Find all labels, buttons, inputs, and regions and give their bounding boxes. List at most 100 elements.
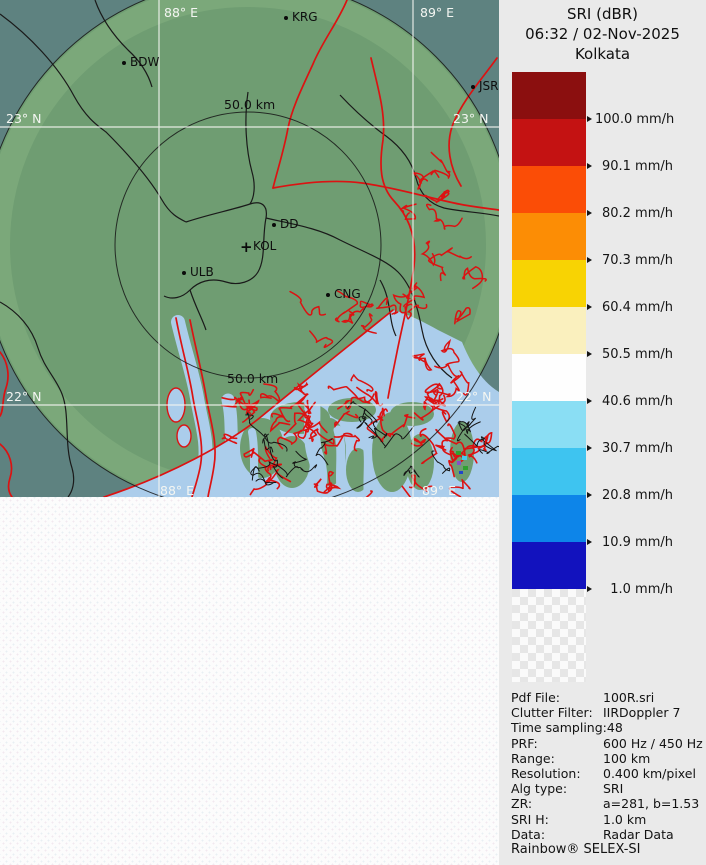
delta-river-squiggles	[220, 151, 499, 497]
metadata-value: 48	[606, 720, 623, 736]
city-label: BDW	[130, 55, 160, 69]
graticule-label: 22° N	[456, 389, 492, 404]
city-marker-jsr: JSR	[471, 80, 499, 92]
legend-transparent-checker	[512, 589, 586, 682]
legend-segment	[512, 72, 586, 119]
legend-label-row: 80.2 mm/h	[587, 204, 673, 222]
radar-map: 88° E 89° E 23° N 23° N 22° N 22° N 88° E 89° E…	[0, 0, 499, 497]
product-title: SRI (dBR)	[566, 5, 639, 23]
legend-label: 20.8 mm/h	[601, 487, 673, 503]
legend-label: 90.1 mm/h	[601, 158, 673, 174]
legend-label: 40.6 mm/h	[601, 393, 673, 409]
metadata-key: Clutter Filter:	[511, 705, 593, 721]
legend-label-row: 60.4 mm/h	[587, 298, 673, 316]
scan-datetime: 06:32 / 02-Nov-2025	[525, 25, 680, 43]
metadata-value: 100R.sri	[603, 690, 655, 705]
city-dot-icon	[272, 222, 276, 227]
metadata-row: ZR: a=281, b=1.53	[511, 796, 703, 811]
metadata-row: Alg type: SRI	[511, 781, 703, 796]
district-borders	[0, 0, 499, 497]
city-dot-icon	[122, 60, 126, 65]
legend-tick-arrow-icon	[587, 445, 592, 451]
city-marker-krg: KRG	[284, 11, 318, 23]
legend-label: 80.2 mm/h	[601, 205, 673, 221]
graticule-label: 23° N	[6, 111, 42, 126]
city-dot-icon	[471, 84, 475, 89]
metadata-row: Clutter Filter: IIRDoppler 7	[511, 705, 703, 720]
no-data-area	[0, 497, 499, 865]
legend-tick-arrow-icon	[587, 586, 592, 592]
legend-segment	[512, 213, 586, 260]
metadata-key: Pdf File:	[511, 690, 560, 705]
radar-site-cross-icon	[240, 242, 251, 252]
legend-label-row: 10.9 mm/h	[587, 533, 673, 551]
legend-segment	[512, 401, 586, 448]
graticule	[0, 0, 499, 497]
metadata-row: Range: 100 km	[511, 751, 703, 766]
range-ring-label: 50.0 km	[227, 371, 279, 386]
graticule-label: 23° N	[453, 111, 489, 126]
legend-label-row: 100.0 mm/h	[587, 110, 675, 128]
hooghly-river	[171, 315, 213, 497]
graticule-label: 88° E	[164, 5, 199, 20]
metadata-row: Resolution: 0.400 km/pixel	[511, 766, 703, 781]
graticule-label: 89° E	[420, 5, 455, 20]
legend-segment	[512, 542, 586, 589]
metadata-key: Resolution:	[511, 766, 581, 782]
city-marker-bdw: BDW	[122, 56, 159, 68]
metadata-key: SRI H:	[511, 811, 549, 827]
legend-segment	[512, 119, 586, 166]
metadata-value: 100 km	[603, 750, 651, 766]
city-label: DD	[280, 217, 299, 231]
metadata-key: PRF:	[511, 735, 538, 751]
legend-label-row: 90.1 mm/h	[587, 157, 673, 175]
legend-segment	[512, 166, 586, 213]
metadata-row: PRF: 600 Hz / 450 Hz	[511, 736, 703, 751]
legend-label-row: 70.3 mm/h	[587, 251, 673, 269]
metadata-value: SRI	[603, 781, 624, 797]
city-label: CNG	[334, 287, 361, 301]
metadata-value: Radar Data	[603, 826, 674, 842]
metadata-row: Time sampling: 48	[511, 720, 703, 735]
city-marker-kol: KOL	[240, 240, 276, 252]
city-marker-dd: DD	[272, 218, 298, 230]
software-branding: Rainbow® SELEX-SI	[511, 842, 641, 857]
legend-label: 10.9 mm/h	[601, 534, 673, 550]
city-dot-icon	[326, 292, 330, 297]
metadata-key: ZR:	[511, 796, 533, 812]
metadata-value: 600 Hz / 450 Hz	[603, 735, 703, 751]
metadata-value: 0.400 km/pixel	[603, 766, 696, 782]
metadata-key: Range:	[511, 750, 555, 766]
rainrate-colorbar	[512, 72, 586, 682]
metadata-row: SRI H: 1.0 km	[511, 812, 703, 827]
metadata-key: Time sampling:	[511, 720, 607, 736]
legend-label: 60.4 mm/h	[601, 299, 673, 315]
scan-metadata: Pdf File: 100R.sri Clutter Filter: IIRDoppl…	[511, 690, 703, 842]
legend-label: 30.7 mm/h	[601, 440, 673, 456]
legend-label-row: 40.6 mm/h	[587, 392, 673, 410]
legend-tick-arrow-icon	[587, 539, 592, 545]
metadata-row: Pdf File: 100R.sri	[511, 690, 703, 705]
metadata-row: Data: Radar Data	[511, 827, 703, 842]
legend-label-row: 1.0 mm/h	[587, 580, 673, 598]
legend-segment	[512, 448, 586, 495]
legend-segment	[512, 260, 586, 307]
legend-label: 100.0 mm/h	[595, 111, 675, 127]
city-marker-ulb: ULB	[182, 266, 214, 278]
graticule-label: 22° N	[6, 389, 42, 404]
legend-segment	[512, 307, 586, 354]
metadata-value: IIRDoppler 7	[603, 705, 681, 721]
legend-tick-arrow-icon	[587, 398, 592, 404]
legend-panel: SRI (dBR) 06:32 / 02-Nov-2025 Kolkata 10…	[499, 0, 706, 865]
metadata-key: Alg type:	[511, 781, 568, 797]
city-dot-icon	[284, 15, 288, 20]
legend-tick-arrow-icon	[587, 304, 592, 310]
title-block: SRI (dBR) 06:32 / 02-Nov-2025 Kolkata	[499, 4, 706, 64]
metadata-key: Data:	[511, 826, 546, 842]
legend-label-row: 20.8 mm/h	[587, 486, 673, 504]
legend-tick-arrow-icon	[587, 492, 592, 498]
legend-label: 50.5 mm/h	[601, 346, 673, 362]
station-name: Kolkata	[574, 45, 631, 63]
legend-tick-arrow-icon	[587, 116, 592, 122]
